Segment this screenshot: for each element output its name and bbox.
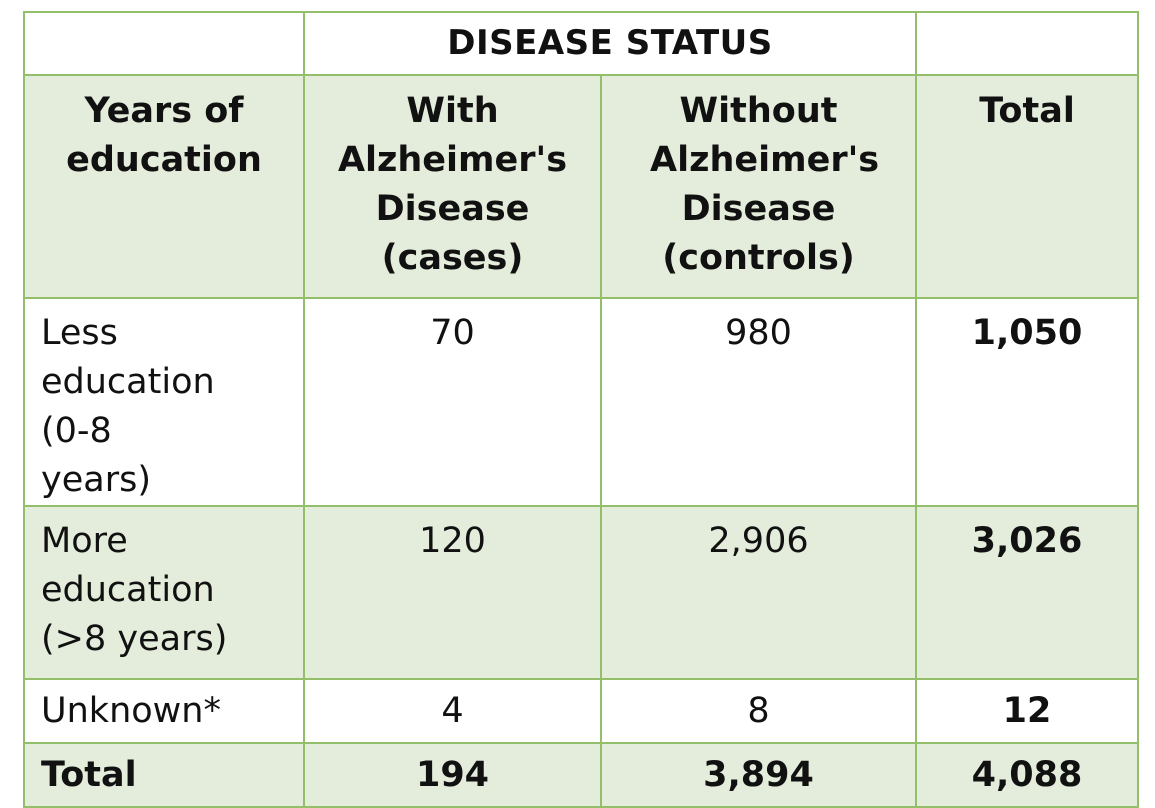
header-total: Total — [915, 74, 1140, 299]
row-label: More education (>8 years) — [23, 505, 305, 680]
table-row: More education (>8 years) 120 2,906 3,02… — [23, 505, 1140, 680]
total-row: Total 194 3,894 4,088 — [23, 742, 1140, 808]
total-cell: 1,050 — [915, 297, 1140, 507]
cases-cell: 120 — [303, 505, 602, 680]
cases-cell: 70 — [303, 297, 602, 507]
row-label: Total — [23, 742, 305, 808]
controls-cell: 3,894 — [599, 742, 918, 808]
header-years-of-education: Years of education — [23, 74, 305, 299]
row-label: Unknown* — [23, 678, 305, 744]
disease-status-header: DISEASE STATUS — [302, 11, 918, 76]
blank-corner-cell — [23, 11, 305, 76]
blank-top-right-cell — [915, 11, 1140, 76]
header-cases: With Alzheimer's Disease (cases) — [303, 74, 602, 299]
group-header-row: DISEASE STATUS — [23, 11, 1140, 76]
column-header-row: Years of education With Alzheimer's Dise… — [23, 74, 1140, 299]
total-cell: 4,088 — [915, 742, 1140, 808]
controls-cell: 2,906 — [599, 505, 918, 680]
header-controls: Without Alzheimer's Disease (controls) — [599, 74, 918, 299]
total-cell: 3,026 — [915, 505, 1140, 680]
controls-cell: 980 — [599, 297, 918, 507]
contingency-table: DISEASE STATUS Years of education With A… — [23, 11, 1140, 808]
cases-cell: 194 — [303, 742, 602, 808]
row-label: Less education (0-8 years) — [23, 297, 305, 507]
controls-cell: 8 — [599, 678, 918, 744]
total-cell: 12 — [915, 678, 1140, 744]
table-row: Unknown* 4 8 12 — [23, 678, 1140, 744]
cases-cell: 4 — [303, 678, 602, 744]
table-row: Less education (0-8 years) 70 980 1,050 — [23, 297, 1140, 507]
